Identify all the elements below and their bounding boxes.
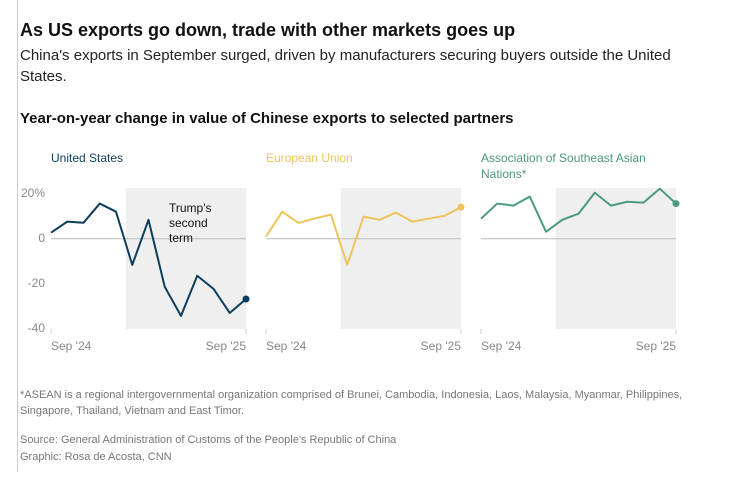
series-line	[480, 187, 677, 233]
x-tick-label: Sep '25	[421, 339, 462, 353]
end-point	[242, 295, 250, 303]
y-tick-label: -20	[28, 276, 46, 290]
headline: As US exports go down, trade with other …	[20, 20, 516, 40]
series-line	[265, 206, 462, 266]
panel-title: Association of Southeast Asian Nations*	[481, 151, 646, 181]
x-tick-label: Sep '24	[51, 339, 92, 353]
footnote: *ASEAN is a regional intergovernmental o…	[20, 389, 683, 417]
panel-title: European Union	[266, 151, 353, 165]
credit: Graphic: Rosa de Acosta, CNN	[20, 451, 172, 463]
x-tick-label: Sep '25	[636, 339, 677, 353]
y-tick-label: 20%	[21, 186, 45, 200]
end-point	[672, 200, 680, 208]
left-rule	[17, 0, 18, 472]
shaded-period	[340, 188, 461, 329]
chart-title: Year-on-year change in value of Chinese …	[20, 110, 514, 127]
panel-title: United States	[51, 151, 124, 165]
annotation: Trump's second term	[169, 201, 212, 245]
y-tick-label: -40	[28, 321, 46, 335]
subtitle: China's exports in September surged, dri…	[20, 47, 671, 85]
y-tick-label: 0	[38, 231, 45, 245]
x-tick-label: Sep '25	[206, 339, 247, 353]
shaded-period	[555, 188, 676, 329]
source: Source: General Administration of Custom…	[20, 434, 397, 446]
x-tick-label: Sep '24	[481, 339, 522, 353]
x-tick-label: Sep '24	[266, 339, 307, 353]
end-point	[457, 203, 465, 211]
series-line	[50, 202, 247, 317]
